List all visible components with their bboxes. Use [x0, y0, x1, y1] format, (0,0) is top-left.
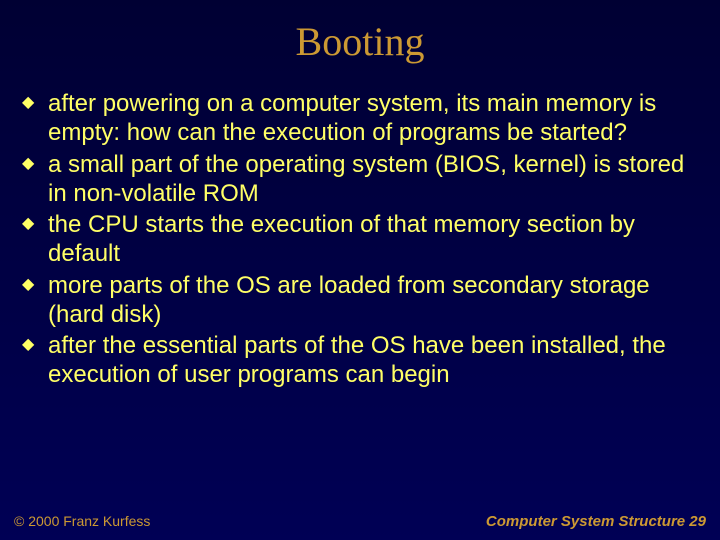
- footer: © 2000 Franz Kurfess Computer System Str…: [0, 513, 720, 530]
- list-item: after the essential parts of the OS have…: [22, 331, 698, 390]
- list-item: more parts of the OS are loaded from sec…: [22, 271, 698, 330]
- slide-title: Booting: [22, 18, 698, 65]
- list-item: the CPU starts the execution of that mem…: [22, 210, 698, 269]
- list-item: after powering on a computer system, its…: [22, 89, 698, 148]
- footer-page-info: Computer System Structure 29: [486, 513, 706, 530]
- slide: Booting after powering on a computer sys…: [0, 0, 720, 540]
- footer-copyright: © 2000 Franz Kurfess: [14, 513, 150, 529]
- list-item: a small part of the operating system (BI…: [22, 150, 698, 209]
- bullet-list: after powering on a computer system, its…: [22, 89, 698, 392]
